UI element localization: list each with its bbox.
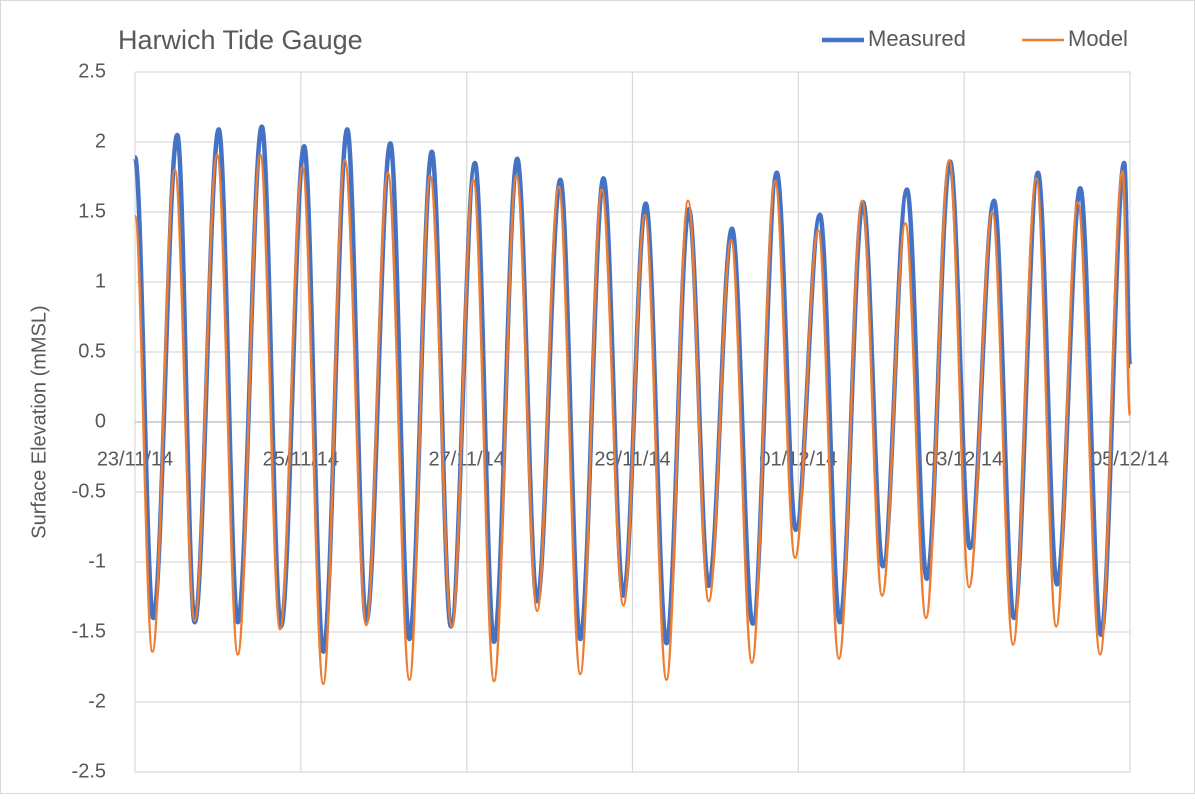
y-tick-label: 0.5 [78,340,106,362]
y-tick-label: -0.5 [72,480,106,502]
x-tick-label: 27/11/14 [428,448,504,470]
y-tick-label: 2 [95,130,106,152]
y-tick-label: 1 [95,270,106,292]
legend-label: Model [1068,26,1128,51]
x-tick-label: 05/12/14 [1091,448,1169,470]
series-line [133,153,1132,686]
y-tick-label: -1 [88,550,106,572]
x-tick-label: 25/11/14 [263,448,339,470]
chart-title: Harwich Tide Gauge [118,25,363,55]
x-tick-label: 01/12/14 [759,448,837,470]
y-tick-label: -1.5 [72,620,106,642]
y-tick-label: 1.5 [78,200,106,222]
y-tick-label: -2 [88,690,106,712]
legend-label: Measured [868,26,966,51]
y-tick-label: -2.5 [72,760,106,782]
y-axis-label: Surface Elevation (mMSL) [28,305,50,538]
x-tick-label: 23/11/14 [97,448,173,470]
y-tick-label: 0 [95,410,106,432]
y-tick-label: 2.5 [78,60,106,82]
